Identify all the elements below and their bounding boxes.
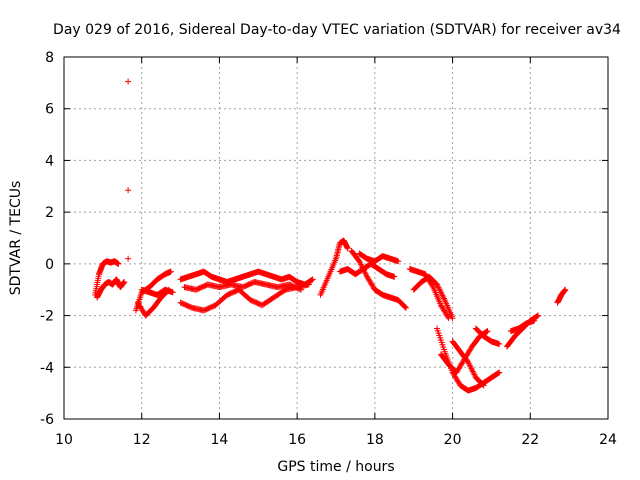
x-tick-labels: 10 12 14 16 18 20 22 24 xyxy=(55,432,617,448)
x-tick-label: 24 xyxy=(599,432,617,448)
y-tick-label: 2 xyxy=(45,205,54,221)
data-point xyxy=(444,313,451,320)
data-point xyxy=(479,381,486,388)
data-points xyxy=(92,78,569,394)
data-point xyxy=(115,260,122,267)
outlier-point xyxy=(125,78,132,85)
data-point xyxy=(495,369,502,376)
axis-ticks xyxy=(63,56,609,420)
data-point xyxy=(496,341,503,348)
data-point xyxy=(169,289,176,296)
data-point xyxy=(402,304,409,311)
y-tick-label: -2 xyxy=(40,309,54,325)
data-point xyxy=(484,328,491,335)
outlier-point xyxy=(125,255,132,262)
data-point xyxy=(535,312,542,319)
data-point xyxy=(449,315,456,322)
outlier-point xyxy=(125,187,132,194)
grid xyxy=(64,57,608,419)
data-point xyxy=(429,282,436,289)
data-point xyxy=(344,245,351,252)
y-tick-label: 6 xyxy=(45,102,54,118)
data-point xyxy=(531,317,538,324)
data-point xyxy=(296,286,303,293)
y-tick-label: 4 xyxy=(45,153,54,169)
data-point xyxy=(480,382,487,389)
data-point xyxy=(562,286,569,293)
y-tick-labels: -6 -4 -2 0 2 4 6 8 xyxy=(40,50,54,428)
y-tick-label: 8 xyxy=(45,50,54,66)
data-point xyxy=(305,281,312,288)
data-point xyxy=(534,313,541,320)
x-tick-label: 16 xyxy=(288,432,306,448)
data-point xyxy=(496,369,503,376)
x-tick-label: 12 xyxy=(133,432,151,448)
x-tick-label: 20 xyxy=(444,432,462,448)
data-point xyxy=(298,286,305,293)
data-point xyxy=(395,258,402,265)
plot-frame xyxy=(63,56,609,420)
data-point xyxy=(309,276,316,283)
y-tick-label: 0 xyxy=(45,257,54,273)
data-point xyxy=(391,273,398,280)
chart-title: Day 029 of 2016, Sidereal Day-to-day VTE… xyxy=(53,22,621,38)
y-tick-label: -4 xyxy=(40,360,54,376)
x-tick-label: 18 xyxy=(366,432,384,448)
y-tick-label: -6 xyxy=(40,412,54,428)
x-tick-label: 22 xyxy=(521,432,539,448)
x-tick-label: 14 xyxy=(211,432,229,448)
x-axis-label: GPS time / hours xyxy=(277,459,394,475)
data-point xyxy=(308,276,315,283)
data-point xyxy=(167,268,174,275)
data-point xyxy=(402,304,409,311)
y-axis-label: SDTVAR / TECUs xyxy=(8,181,24,296)
data-point xyxy=(121,278,128,285)
data-point xyxy=(483,328,490,335)
x-tick-label: 10 xyxy=(55,432,73,448)
